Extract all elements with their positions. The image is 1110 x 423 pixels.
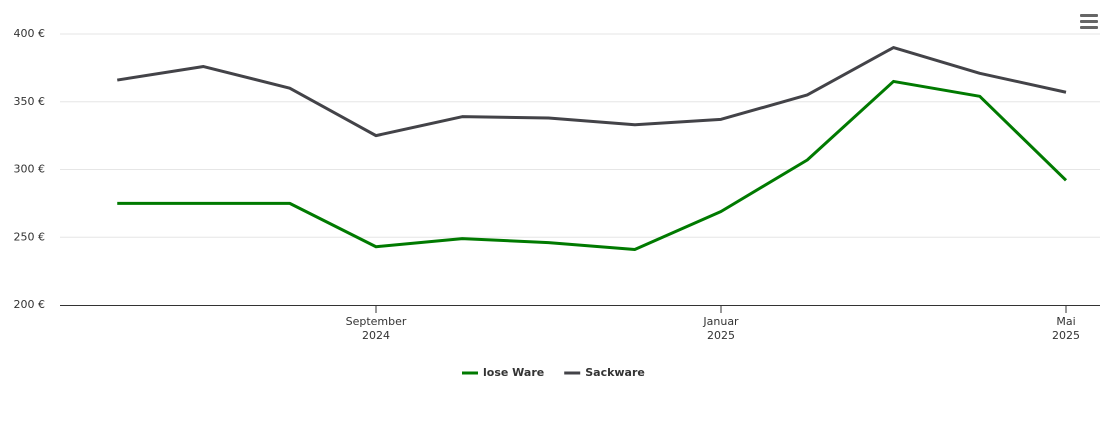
x-tick-sublabel: 2024 <box>362 329 390 342</box>
line <box>117 79 1068 251</box>
x-tick-sublabel: 2025 <box>707 329 735 342</box>
line <box>117 46 1067 138</box>
y-tick-label: 250 € <box>14 230 46 243</box>
legend-label: Sackware <box>585 366 645 379</box>
x-tick-label: Januar <box>702 315 739 328</box>
y-tick-label: 400 € <box>14 27 46 40</box>
y-tick-label: 300 € <box>14 163 46 176</box>
x-tick-sublabel: 2025 <box>1052 329 1080 342</box>
x-tick-label: September <box>346 315 407 328</box>
menu-bar <box>1080 26 1098 29</box>
menu-bar <box>1080 14 1098 17</box>
menu-bar <box>1080 20 1098 23</box>
legend-label: lose Ware <box>483 366 544 379</box>
menu-button[interactable] <box>1080 14 1098 29</box>
x-tick-label: Mai <box>1056 315 1075 328</box>
legend: lose Ware Sackware <box>462 366 645 379</box>
y-tick-label: 200 € <box>14 298 46 311</box>
y-tick-label: 350 € <box>14 95 46 108</box>
